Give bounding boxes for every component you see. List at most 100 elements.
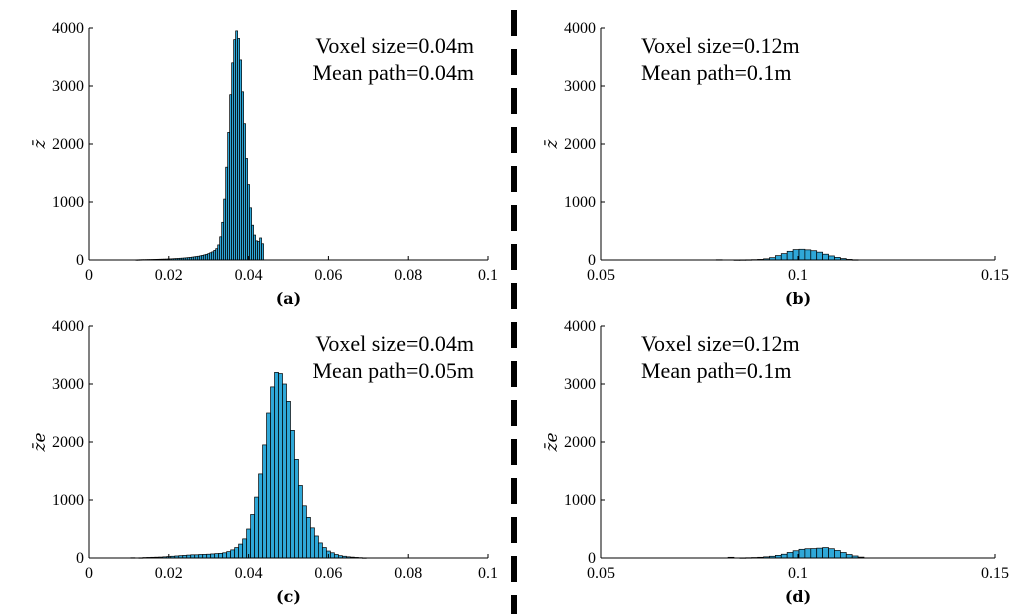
histogram-bar <box>840 552 847 559</box>
histogram-bar <box>310 527 315 559</box>
histogram-bar <box>845 554 853 559</box>
y-tick-label: 3000 <box>564 376 596 393</box>
x-tick-label: 0.1 <box>478 267 498 284</box>
y-tick-label: 2000 <box>564 434 596 451</box>
y-tick-label: 0 <box>588 550 596 567</box>
histogram-bar <box>828 548 835 559</box>
x-tick-label: 0.08 <box>394 565 422 582</box>
histogram-bar <box>774 255 782 261</box>
annotation-text: Voxel size=0.12m <box>641 331 800 356</box>
histogram-bar <box>202 554 208 559</box>
x-tick-label: 0.06 <box>314 565 342 582</box>
histogram-bar <box>218 553 224 559</box>
histogram-bar <box>816 251 823 261</box>
x-tick-label: 0.1 <box>788 267 808 284</box>
histogram-bar <box>314 535 319 559</box>
histogram-bar <box>330 552 335 559</box>
x-tick-label: 0.04 <box>235 267 263 284</box>
histogram-bar <box>334 554 339 559</box>
y-tick-label: 1000 <box>564 492 596 509</box>
histogram-bar <box>222 552 228 559</box>
histogram-bar <box>282 383 287 559</box>
histogram-bar <box>242 538 247 559</box>
histogram-bar <box>798 548 806 559</box>
y-tick-label: 2000 <box>52 136 84 153</box>
y-tick-label: 3000 <box>52 78 84 95</box>
y-tick-label: 4000 <box>52 20 84 37</box>
panel-label: (d) <box>785 587 811 606</box>
histogram-bar <box>822 253 829 261</box>
y-tick-label: 4000 <box>564 318 596 335</box>
histogram-bar <box>834 550 841 559</box>
histogram-bar <box>804 249 812 261</box>
histogram-bar <box>274 372 279 559</box>
annotation-text: Mean path=0.1m <box>641 358 792 383</box>
x-tick-label: 0.02 <box>155 565 183 582</box>
histogram-bar <box>306 517 311 559</box>
histogram-bar <box>290 430 295 559</box>
y-tick-label: 4000 <box>564 20 596 37</box>
histogram-bar <box>250 514 255 559</box>
y-tick-label: 2000 <box>564 136 596 153</box>
histogram-bar <box>270 386 275 559</box>
histogram-bar <box>786 552 794 559</box>
y-tick-label: 1000 <box>564 194 596 211</box>
histogram-bar <box>302 505 307 559</box>
histogram-bar <box>246 528 251 559</box>
y-axis-label: z̄e <box>30 432 50 452</box>
histogram-bar <box>780 253 788 261</box>
histogram-bar <box>278 373 283 559</box>
y-tick-label: 0 <box>76 252 84 269</box>
y-tick-label: 4000 <box>52 318 84 335</box>
annotation-text: Voxel size=0.04m <box>315 331 474 356</box>
y-tick-label: 0 <box>76 550 84 567</box>
chart-panel-2: 0 1000 2000 3000 4000 0.05 0.1 0.15 z̄ Voxel size… <box>542 20 1009 308</box>
histogram-bar <box>822 547 829 559</box>
panel-label: (a) <box>276 289 302 308</box>
histogram-bar <box>816 547 823 559</box>
histogram-bar <box>298 485 303 559</box>
histogram-bar <box>262 444 267 559</box>
annotation-text: Mean path=0.04m <box>313 60 475 85</box>
histogram-bar <box>230 549 235 559</box>
histogram-bar <box>810 250 818 261</box>
annotation-text: Mean path=0.05m <box>313 358 475 383</box>
histogram-bar <box>206 553 212 559</box>
histogram-bar <box>226 551 232 559</box>
histogram-bar <box>786 250 794 261</box>
x-tick-label: 0.15 <box>981 565 1009 582</box>
y-axis-label: z̄ <box>30 138 50 149</box>
histogram-bar <box>322 547 327 559</box>
x-tick-label: 0.05 <box>587 267 615 284</box>
histogram-bar <box>828 255 835 261</box>
chart-panel-4: 0 1000 2000 3000 4000 0.05 0.1 0.15 z̄e Voxel siz… <box>542 318 1009 606</box>
annotation-text: Voxel size=0.04m <box>315 33 474 58</box>
x-tick-label: 0.05 <box>587 565 615 582</box>
y-tick-label: 1000 <box>52 194 84 211</box>
panel-label: (c) <box>276 587 301 606</box>
y-tick-label: 2000 <box>52 434 84 451</box>
annotation-text: Voxel size=0.12m <box>641 33 800 58</box>
x-tick-label: 0.15 <box>981 267 1009 284</box>
y-axis-label: z̄e <box>542 432 562 452</box>
histogram-bar <box>238 543 243 559</box>
histogram-bar <box>198 554 204 559</box>
y-tick-label: 3000 <box>52 376 84 393</box>
x-tick-label: 0.04 <box>235 565 263 582</box>
histogram-bar <box>214 553 220 559</box>
x-tick-label: 0 <box>85 267 93 284</box>
histogram-bar <box>810 548 818 559</box>
histogram-bar <box>286 401 291 559</box>
histogram-bar <box>294 459 299 559</box>
annotation-text: Mean path=0.1m <box>641 60 792 85</box>
x-tick-label: 0.02 <box>155 267 183 284</box>
histogram-bar <box>234 547 239 559</box>
chart-panel-3: 0 1000 2000 3000 4000 0 0.02 0.04 0.06 0.08 0.1 z̄e… <box>30 318 498 606</box>
histogram-bar <box>266 412 271 559</box>
histogram-bar <box>261 243 264 261</box>
x-tick-label: 0 <box>85 565 93 582</box>
histogram-bar <box>318 542 323 559</box>
x-tick-label: 0.06 <box>314 267 342 284</box>
chart-panel-1: 0 1000 2000 3000 4000 0 0.02 0.04 0.06 0.08 0.1 z̄ V… <box>30 20 498 308</box>
histogram-bar <box>804 548 812 559</box>
